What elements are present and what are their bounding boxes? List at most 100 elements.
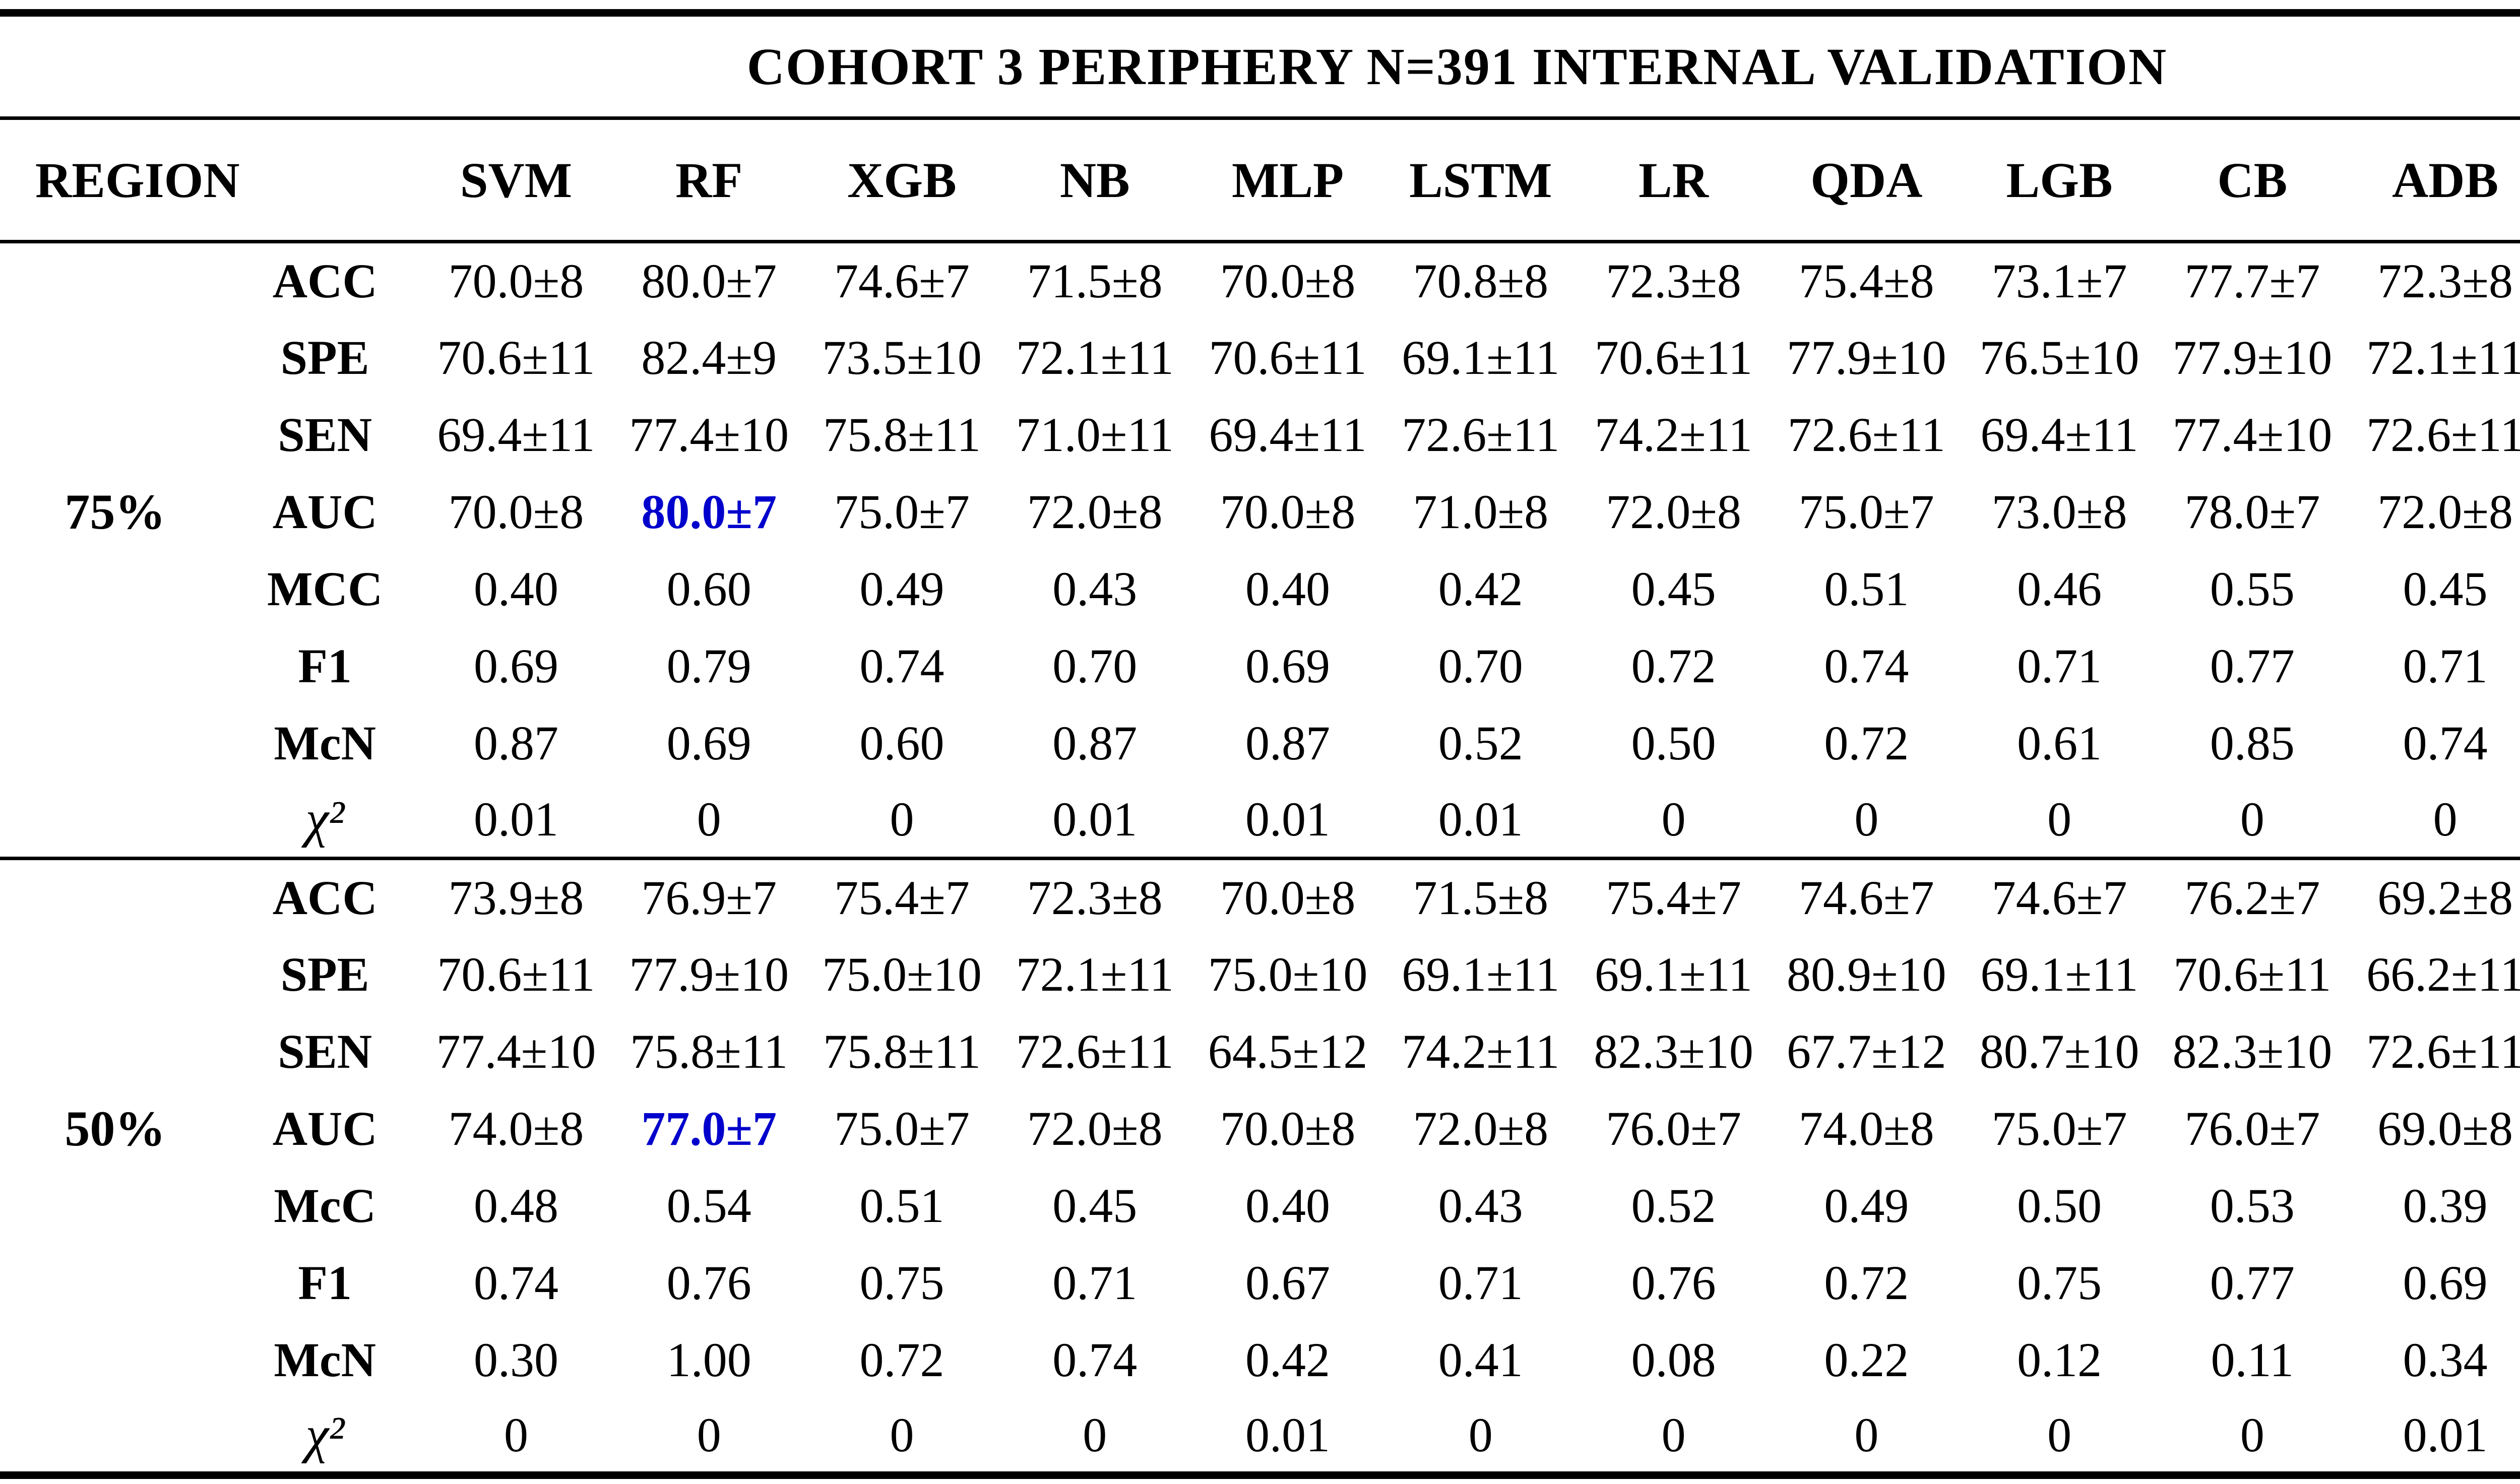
cell-75%-McN-NB: 0.87: [1052, 716, 1138, 770]
cell-50%-ACC-LR: 75.4±7: [1606, 871, 1741, 925]
cell-50%-McN-ADB: 0.34: [2403, 1332, 2488, 1387]
region-label: 75%: [65, 483, 166, 540]
cell-75%-SPE-LSTM: 69.1±11: [1402, 330, 1560, 384]
cell-75%-F1-RF: 0.79: [666, 638, 751, 693]
cell-50%-McC-ADB: 0.39: [2403, 1178, 2488, 1233]
cell-50%-McC-LSTM: 0.43: [1438, 1178, 1523, 1233]
cell-75%-SPE-ADB: 72.1±11: [2366, 330, 2520, 384]
region-spacer: [0, 1013, 230, 1090]
cell-75%-χ²-LSTM: 0.01: [1384, 781, 1578, 860]
cell-75%-F1-XGB: 0.74: [859, 638, 944, 693]
cell-75%-χ²-QDA: 0: [1770, 781, 1963, 860]
metric-label: χ²: [230, 781, 420, 860]
column-header-mlp: MLP: [1191, 118, 1384, 243]
cell-50%-McC-QDA: 0.49: [1824, 1178, 1909, 1233]
table-row: SEN 77.4±10 75.8±11 75.8±11 72.6±11 64.5±12 74…: [0, 1013, 2520, 1090]
cell-75%-ACC-QDA: 75.4±8: [1798, 254, 1934, 308]
cell-75%-ACC-XGB: 74.6±7: [834, 254, 970, 308]
cell-50%-AUC-RF: 77.0±7: [641, 1101, 777, 1155]
cell-50%-McC-XGB: 0.51: [859, 1178, 944, 1233]
cell-50%-SEN-MLP: 64.5±12: [1208, 1024, 1368, 1078]
cell-75%-MCC-LGB: 0.46: [2017, 561, 2102, 616]
cell-50%-AUC-ADB: 69.0±8: [2377, 1101, 2513, 1155]
cell-75%-SEN-XGB: 75.8±11: [823, 407, 981, 462]
cell-75%-McN-LR: 0.50: [1631, 716, 1716, 770]
cell-50%-AUC-QDA: 74.0±8: [1798, 1101, 1934, 1155]
region-spacer: [0, 242, 230, 319]
cell-75%-McN-MLP: 0.87: [1245, 716, 1331, 770]
cell-50%-AUC-MLP: 70.0±8: [1220, 1101, 1356, 1155]
cell-75%-χ²-MLP: 0.01: [1191, 781, 1384, 860]
cell-50%-F1-CB: 0.77: [2210, 1255, 2295, 1310]
cell-50%-McN-XGB: 0.72: [859, 1332, 944, 1387]
cell-50%-McC-LR: 0.52: [1631, 1178, 1716, 1233]
table-row: ACC 70.0±8 80.0±7 74.6±7 71.5±8 70.0±8 70.8±8 7…: [0, 242, 2520, 319]
cell-75%-AUC-XGB: 75.0±7: [834, 484, 970, 539]
cell-75%-SPE-LGB: 76.5±10: [1979, 330, 2139, 384]
cell-75%-F1-NB: 0.70: [1052, 638, 1138, 693]
cell-50%-SPE-QDA: 80.9±10: [1786, 947, 1946, 1001]
cell-50%-ACC-NB: 72.3±8: [1027, 871, 1163, 925]
block-50-percent: ACC 73.9±8 76.9±7 75.4±7 72.3±8 70.0±8 71.5±8 7…: [0, 859, 2520, 1475]
metric-label: SPE: [280, 947, 369, 1001]
cell-75%-MCC-RF: 0.60: [666, 561, 751, 616]
metric-label: AUC: [272, 1101, 377, 1155]
cell-50%-ACC-XGB: 75.4±7: [834, 871, 970, 925]
region-spacer: [0, 1244, 230, 1321]
cell-75%-SPE-XGB: 73.5±10: [822, 330, 982, 384]
cell-50%-McC-NB: 0.45: [1052, 1178, 1138, 1233]
cell-50%-SEN-CB: 82.3±10: [2172, 1024, 2333, 1078]
table-row: ACC 73.9±8 76.9±7 75.4±7 72.3±8 70.0±8 71.5±8 7…: [0, 859, 2520, 936]
cell-50%-ACC-SVM: 73.9±8: [448, 871, 584, 925]
cell-75%-AUC-LR: 72.0±8: [1606, 484, 1741, 539]
table-row: 50% AUC 74.0±8 77.0±7 75.0±7 72.0±8 70.0±8 72.0…: [0, 1090, 2520, 1167]
cell-50%-McN-LR: 0.08: [1631, 1332, 1716, 1387]
metric-label: SPE: [280, 330, 369, 384]
cell-50%-McC-CB: 0.53: [2210, 1178, 2295, 1233]
cell-50%-SEN-QDA: 67.7±12: [1786, 1024, 1946, 1078]
cell-75%-McN-LGB: 0.61: [2017, 716, 2102, 770]
table-row: SEN 69.4±11 77.4±10 75.8±11 71.0±11 69.4±11 72…: [0, 396, 2520, 473]
metric-label: F1: [298, 1255, 352, 1310]
cell-75%-AUC-LGB: 73.0±8: [1991, 484, 2127, 539]
cell-50%-ACC-RF: 76.9±7: [641, 871, 777, 925]
cell-50%-SEN-XGB: 75.8±11: [823, 1024, 981, 1078]
cell-75%-SPE-NB: 72.1±11: [1016, 330, 1174, 384]
cell-50%-ACC-ADB: 69.2±8: [2377, 871, 2513, 925]
cell-50%-ACC-LSTM: 71.5±8: [1413, 871, 1549, 925]
cell-50%-F1-LGB: 0.75: [2017, 1255, 2102, 1310]
cell-75%-SEN-SVM: 69.4±11: [437, 407, 595, 462]
cell-75%-ACC-NB: 71.5±8: [1027, 254, 1163, 308]
column-header-nb: NB: [998, 118, 1191, 243]
cell-50%-ACC-QDA: 74.6±7: [1798, 871, 1934, 925]
cell-50%-SEN-ADB: 72.6±11: [2366, 1024, 2520, 1078]
column-header-rf: RF: [612, 118, 806, 243]
cell-50%-AUC-LGB: 75.0±7: [1991, 1101, 2127, 1155]
cell-75%-SPE-CB: 77.9±10: [2172, 330, 2333, 384]
cell-75%-SPE-LR: 70.6±11: [1595, 330, 1753, 384]
column-header-lgb: LGB: [1963, 118, 2156, 243]
table-row: McN 0.30 1.00 0.72 0.74 0.42 0.41 0.08 0.22 0.12 0…: [0, 1321, 2520, 1398]
cell-50%-McN-LGB: 0.12: [2017, 1332, 2102, 1387]
region-spacer: [0, 781, 230, 860]
metric-label: McN: [274, 716, 376, 770]
region-spacer: [0, 1398, 230, 1475]
metric-label: MCC: [267, 561, 383, 616]
cell-75%-SPE-SVM: 70.6±11: [437, 330, 595, 384]
cell-50%-ACC-LGB: 74.6±7: [1991, 871, 2127, 925]
cell-50%-F1-LR: 0.76: [1631, 1255, 1716, 1310]
cell-75%-ACC-CB: 77.7±7: [2184, 254, 2320, 308]
cell-50%-McC-LGB: 0.50: [2017, 1178, 2102, 1233]
table-row: F1 0.69 0.79 0.74 0.70 0.69 0.70 0.72 0.74 0.71 0.…: [0, 627, 2520, 704]
cell-50%-χ²-CB: 0: [2240, 1407, 2264, 1462]
metric-label: F1: [298, 638, 352, 693]
cell-75%-F1-LR: 0.72: [1631, 638, 1716, 693]
cell-75%-SEN-LGB: 69.4±11: [1980, 407, 2138, 462]
cell-75%-ACC-SVM: 70.0±8: [448, 254, 584, 308]
cell-50%-F1-NB: 0.71: [1052, 1255, 1138, 1310]
cell-50%-McC-RF: 0.54: [666, 1178, 751, 1233]
cell-50%-SEN-LSTM: 74.2±11: [1402, 1024, 1560, 1078]
cell-50%-F1-LSTM: 0.71: [1438, 1255, 1523, 1310]
cell-75%-F1-LGB: 0.71: [2017, 638, 2102, 693]
